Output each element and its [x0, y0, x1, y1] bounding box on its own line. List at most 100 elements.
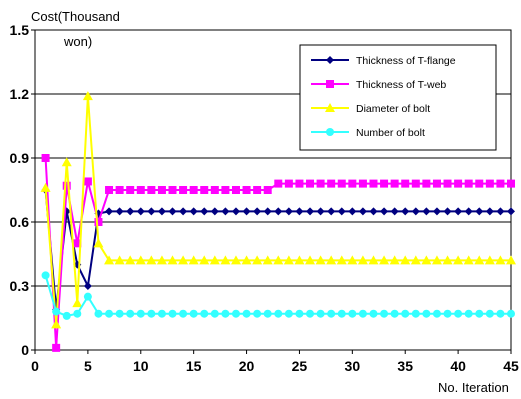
data-point [379, 255, 390, 265]
data-point [253, 186, 262, 194]
data-point [242, 309, 251, 318]
legend-marker [326, 80, 334, 88]
data-point [422, 207, 431, 216]
data-point [496, 207, 505, 216]
data-point [453, 255, 464, 265]
data-point [157, 309, 166, 318]
y-tick-label: 1.5 [10, 22, 30, 38]
data-point [179, 207, 188, 216]
data-point [262, 255, 273, 265]
data-point [316, 179, 325, 188]
data-point [400, 255, 411, 265]
data-point [475, 179, 484, 188]
y-tick-label: 0 [21, 342, 29, 358]
data-point [380, 309, 389, 318]
data-point [168, 309, 177, 318]
data-point [263, 309, 272, 318]
data-point [41, 154, 50, 162]
data-point [411, 309, 420, 318]
data-point [368, 255, 379, 265]
y-tick-label: 1.2 [10, 86, 30, 102]
x-tick-label: 15 [186, 358, 202, 374]
data-point [230, 255, 241, 265]
x-tick-label: 45 [503, 358, 519, 374]
data-point [326, 255, 337, 265]
series-triangle [40, 91, 516, 329]
data-point [94, 218, 103, 226]
data-point [443, 179, 452, 188]
data-point [253, 309, 262, 318]
data-point [146, 255, 157, 265]
data-point [126, 186, 135, 194]
data-point [337, 207, 346, 216]
data-point [136, 186, 145, 194]
data-point [105, 207, 114, 216]
data-point [179, 186, 188, 194]
data-point [464, 309, 473, 318]
data-point [62, 181, 71, 190]
data-point [83, 177, 92, 186]
data-point [125, 255, 136, 265]
data-point [507, 179, 515, 188]
data-point [389, 255, 400, 265]
x-axis-label: No. Iteration [438, 380, 509, 395]
data-point [315, 255, 326, 265]
data-point [168, 207, 177, 216]
data-point [327, 309, 336, 318]
data-point [495, 255, 506, 265]
data-point [463, 255, 474, 265]
data-point [432, 309, 441, 318]
data-point [506, 255, 516, 265]
data-point [168, 186, 177, 194]
data-point [221, 207, 230, 216]
data-point [126, 207, 135, 216]
data-point [41, 271, 50, 280]
data-point [442, 255, 453, 265]
data-point [221, 309, 230, 318]
data-point [73, 239, 82, 248]
x-axis-ticks: 0 5 10 15 20 25 30 35 40 45 [31, 350, 519, 374]
data-point [422, 309, 431, 318]
data-point [464, 179, 473, 188]
data-point [115, 309, 124, 318]
series-group [40, 91, 516, 352]
y-axis-ticks: 0 0.3 0.6 0.9 1.2 1.5 [10, 22, 35, 358]
data-point [62, 207, 71, 216]
data-point [411, 179, 420, 188]
data-point [231, 207, 240, 216]
data-point [231, 309, 240, 318]
data-point [496, 309, 505, 318]
data-point [401, 207, 410, 216]
data-point [200, 309, 209, 318]
plot-area [34, 29, 512, 351]
data-point [105, 309, 114, 318]
data-point [274, 207, 283, 216]
data-point [411, 207, 420, 216]
data-point [305, 255, 316, 265]
data-point [83, 292, 92, 301]
data-point [464, 207, 473, 216]
data-point [294, 255, 305, 265]
data-point [443, 207, 452, 216]
y-tick-label: 0.9 [10, 150, 30, 166]
y-tick-label: 0.6 [10, 214, 30, 230]
data-point [200, 186, 209, 194]
legend-label: Thickness of T-web [356, 79, 446, 91]
data-point [242, 207, 251, 216]
data-point [263, 186, 272, 194]
data-point [390, 179, 399, 188]
data-point [410, 255, 421, 265]
legend-item: Thickness of T-flange [311, 55, 456, 67]
legend-item: Thickness of T-web [311, 79, 446, 91]
x-tick-label: 10 [133, 358, 149, 374]
data-point [51, 319, 62, 329]
data-point [421, 255, 432, 265]
data-point [189, 207, 198, 216]
data-point [167, 255, 178, 265]
data-point [369, 179, 378, 188]
legend-item: Diameter of bolt [311, 103, 430, 115]
data-point [210, 207, 219, 216]
data-point [221, 186, 230, 194]
data-point [147, 186, 156, 194]
